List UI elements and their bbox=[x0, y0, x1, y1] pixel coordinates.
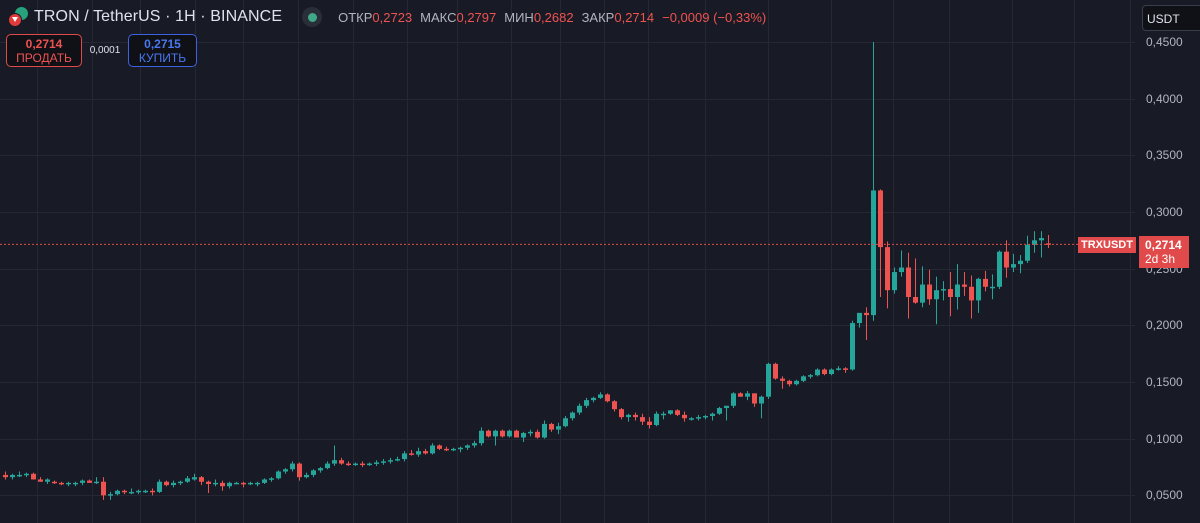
market-open-dot-icon bbox=[307, 12, 317, 22]
price-axis-tick: 0,2000 bbox=[1146, 318, 1183, 333]
last-price-value: 0,2714 bbox=[1145, 238, 1182, 252]
open-label: ОТКР bbox=[338, 9, 373, 25]
trade-buttons: 0,2714 ПРОДАТЬ 0,0001 0,2715 КУПИТЬ bbox=[6, 34, 197, 67]
price-axis-tick: 0,4500 bbox=[1146, 35, 1183, 49]
price-axis-tick: 0,1500 bbox=[1146, 374, 1183, 389]
bar-countdown: 2d 3h bbox=[1145, 252, 1176, 266]
sell-button[interactable]: 0,2714 ПРОДАТЬ bbox=[6, 34, 82, 67]
price-axis-tick: 0,4000 bbox=[1146, 91, 1183, 106]
symbol-price-tag: TRXUSDT bbox=[1078, 237, 1136, 253]
chart-title[interactable]: TRON / TetherUS · 1H · BINANCE bbox=[34, 8, 283, 25]
candles bbox=[3, 42, 1051, 500]
buy-label: КУПИТЬ bbox=[138, 50, 187, 65]
tron-tether-pair-icon bbox=[6, 6, 30, 28]
price-axis-tick: 0,3000 bbox=[1146, 204, 1183, 219]
high-label: МАКС bbox=[420, 9, 457, 25]
buy-button[interactable]: 0,2715 КУПИТЬ bbox=[128, 34, 197, 67]
sell-price: 0,2714 bbox=[25, 36, 63, 51]
close-value: 0,2714 bbox=[614, 9, 655, 25]
high-value: 0,2797 bbox=[456, 9, 497, 25]
spread-value: 0,0001 bbox=[89, 45, 121, 56]
close-label: ЗАКР bbox=[581, 9, 615, 25]
market-status-indicator[interactable] bbox=[302, 7, 323, 27]
last-price-tag: 0,2714 2d 3h bbox=[1139, 236, 1189, 268]
currency-unit-selector[interactable]: USDT bbox=[1142, 5, 1200, 31]
price-axis-tick: 0,3500 bbox=[1146, 148, 1183, 163]
open-value: 0,2723 bbox=[372, 9, 413, 25]
price-axis-tick: 0,0500 bbox=[1146, 488, 1183, 503]
buy-price: 0,2715 bbox=[144, 36, 181, 51]
ohlc-values: ОТКР0,2723 МАКС0,2797 МИН0,2682 ЗАКР0,27… bbox=[338, 10, 766, 25]
change-value: −0,0009 (−0,33%) bbox=[662, 9, 767, 25]
chart-header: TRON / TetherUS · 1H · BINANCE ОТКР0,272… bbox=[6, 6, 766, 28]
low-value: 0,2682 bbox=[533, 9, 574, 25]
chart-grid bbox=[0, 0, 1135, 523]
price-axis-tick: 0,1000 bbox=[1146, 431, 1183, 446]
low-label: МИН bbox=[504, 9, 534, 25]
sell-label: ПРОДАТЬ bbox=[16, 50, 72, 65]
